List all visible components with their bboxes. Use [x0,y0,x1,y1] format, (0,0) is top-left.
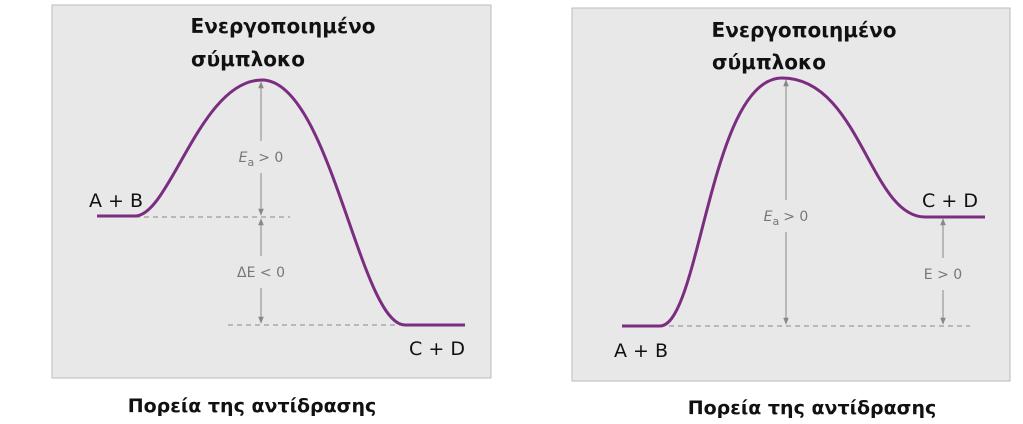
energy-change: E > 0 [924,267,962,283]
products: C + D [409,338,465,360]
activation-label: Ea > 0 [764,209,809,228]
products: C + D [922,190,978,212]
subscript: a [773,215,780,228]
title-line: σύμπλοκο [712,50,826,74]
reactants: A + B [89,190,143,212]
relation: > 0 [783,209,808,225]
energy-change: ΔE < 0 [237,265,285,281]
caption: Πορεία της αντίδρασης [688,397,937,419]
panel [571,7,1011,382]
energy-curve [97,78,465,327]
caption: Πορεία της αντίδρασης [128,395,377,417]
energy-curve [622,76,985,328]
title-line: Ενεργοποιημένο [191,14,376,38]
reactants: A + B [614,340,668,362]
activation-label: Ea > 0 [239,150,284,169]
title-line: σύμπλοκο [191,47,305,71]
symbol: E [764,209,773,225]
symbol: E [239,150,248,166]
subscript: a [248,156,255,169]
panel [51,4,492,379]
relation: > 0 [258,150,283,166]
title-line: Ενεργοποιημένο [712,18,897,42]
